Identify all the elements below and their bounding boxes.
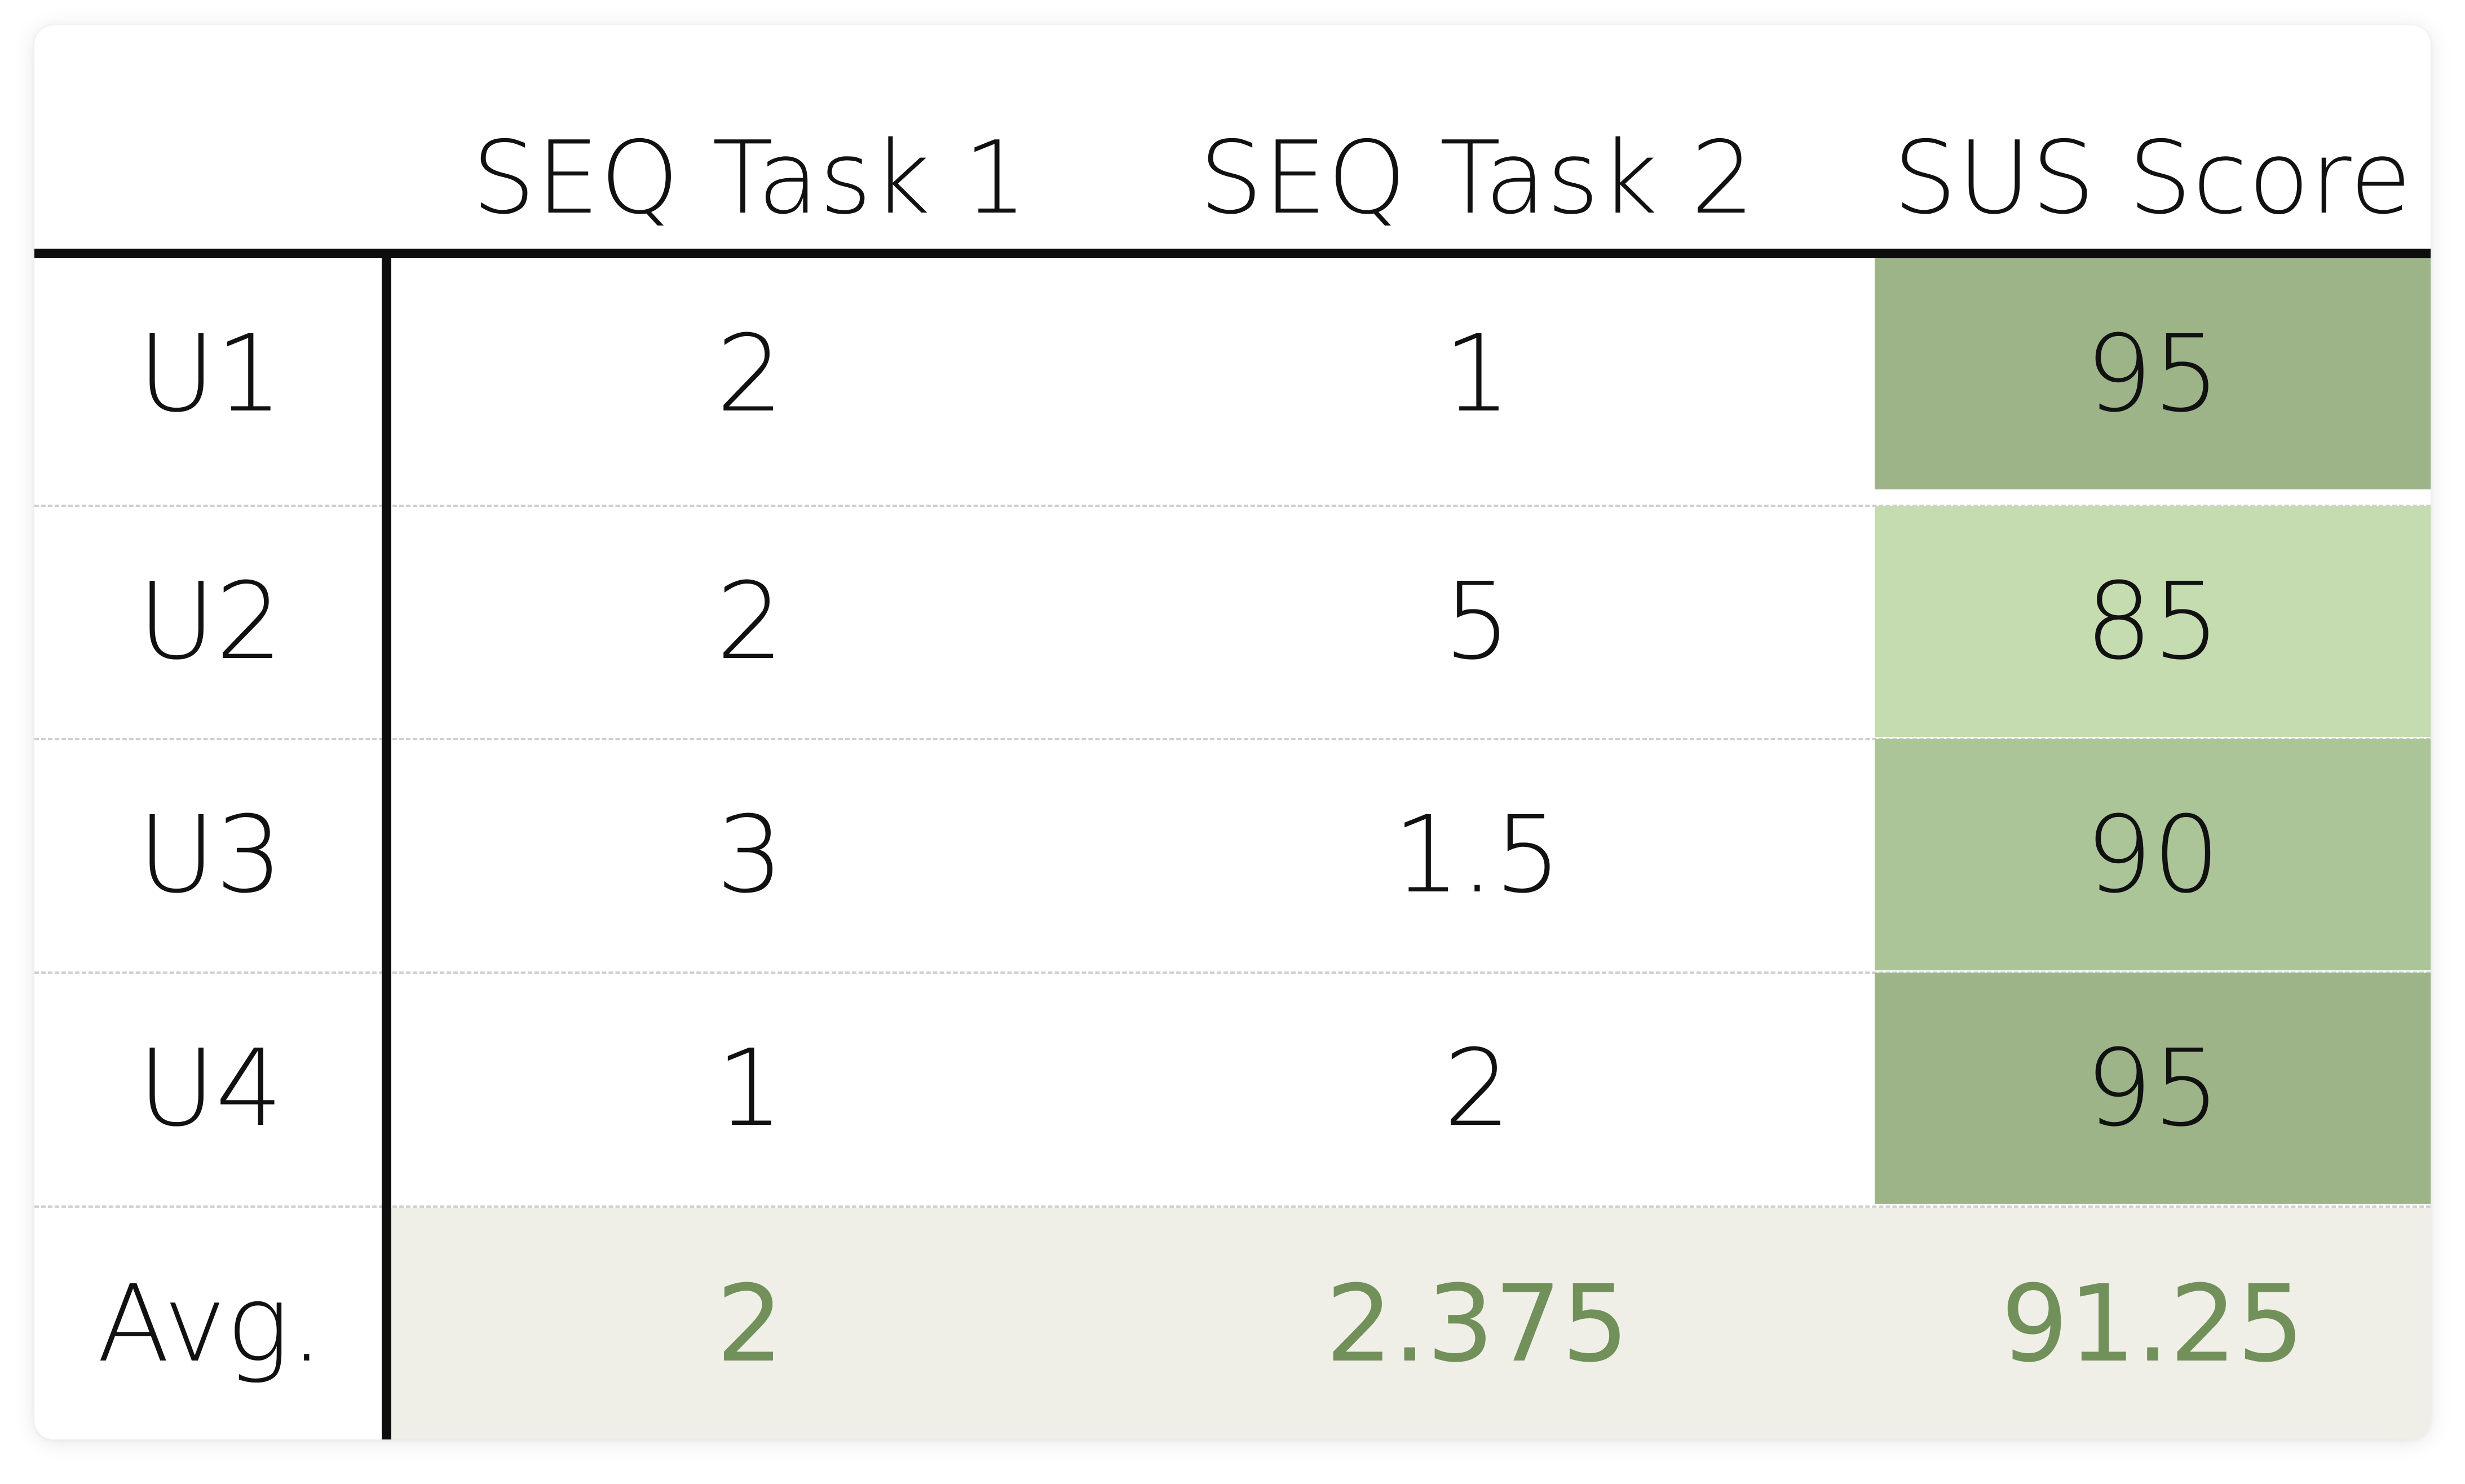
sus-score-value: 95 [2085,312,2220,436]
row-label: U2 [138,559,283,683]
average-row: Avg. 2 2.375 91.25 [34,1208,2431,1439]
row-divider [34,505,2431,507]
header-sus-score: SUS Score [1893,119,2413,236]
row-label: U3 [138,793,283,917]
sus-heat-cell [1875,739,2431,970]
seq-task-1-value: 3 [716,793,784,917]
row-divider [34,738,2431,740]
table-row-u1: U1 2 1 95 [34,258,2431,489]
row-divider [34,1205,2431,1208]
average-row-background [391,1208,2431,1439]
seq-task-2-value: 2 [1443,1026,1511,1150]
seq-task-2-value: 1.5 [1393,793,1562,917]
sus-heat-cell [1875,973,2431,1204]
table-row-u3: U3 3 1.5 90 [34,739,2431,970]
sus-score-value: 85 [2085,559,2220,683]
header-seq-task-1: SEQ Task 1 [471,119,1028,236]
header-seq-task-2: SEQ Task 2 [1199,119,1756,236]
seq-task-2-value: 5 [1443,559,1511,683]
sus-score-value: 95 [2085,1026,2220,1150]
row-label: U4 [138,1026,283,1150]
row-label: U1 [138,312,283,436]
seq-task-2-value: 1 [1443,312,1511,436]
header-empty-cell [34,110,386,245]
table-row-u4: U4 1 2 95 [34,973,2431,1204]
table-row-u2: U2 2 5 85 [34,506,2431,737]
header-divider [34,249,2431,258]
average-label: Avg. [97,1262,324,1386]
results-table-card: SEQ Task 1 SEQ Task 2 SUS Score U1 2 1 9… [34,25,2431,1439]
seq-task-1-value: 1 [716,1026,784,1150]
sus-heat-cell [1875,506,2431,737]
average-sus-score: 91.25 [2000,1262,2305,1386]
sus-score-value: 90 [2085,793,2220,917]
seq-task-1-value: 2 [716,312,784,436]
row-divider [34,971,2431,974]
average-seq-task-2: 2.375 [1325,1262,1629,1386]
sus-heat-cell [1875,258,2431,489]
average-seq-task-1: 2 [716,1262,784,1386]
table-header-row: SEQ Task 1 SEQ Task 2 SUS Score [34,25,2431,249]
seq-task-1-value: 2 [716,559,784,683]
label-column-divider [382,258,391,1439]
